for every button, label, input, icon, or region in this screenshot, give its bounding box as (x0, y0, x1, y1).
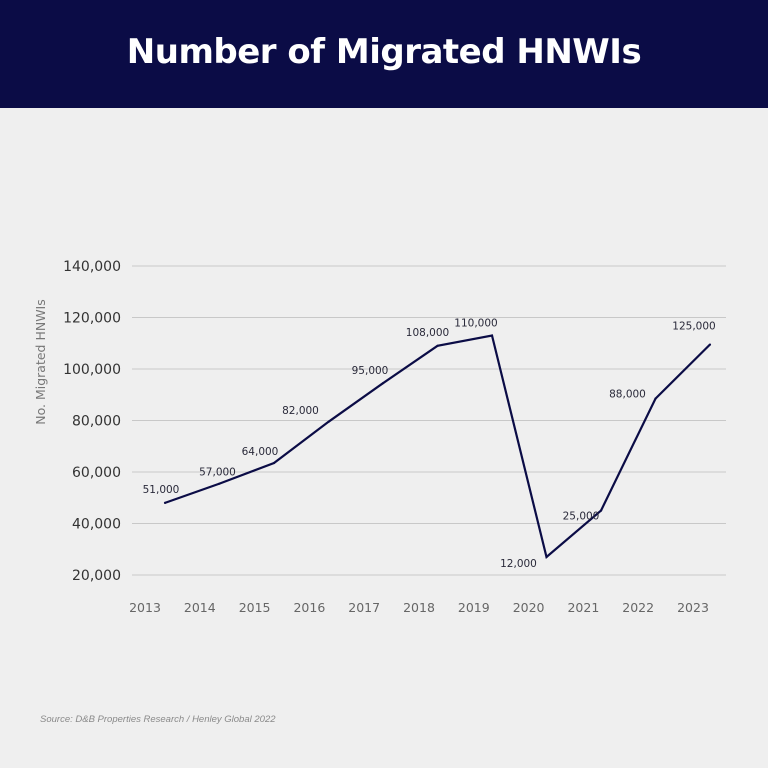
x-tick-label: 2018 (403, 600, 435, 615)
y-tick-label: 60,000 (72, 465, 121, 481)
x-tick-label: 2014 (184, 600, 216, 615)
data-label: 82,000 (282, 405, 319, 417)
data-point (163, 501, 167, 504)
data-point (272, 461, 276, 465)
x-tick-label: 2020 (513, 600, 545, 615)
header-banner: Number of Migrated HNWIs (0, 0, 768, 108)
data-point (599, 509, 603, 512)
x-tick-label: 2016 (293, 600, 325, 615)
chart-title: Number of Migrated HNWIs (126, 32, 642, 72)
x-tick-label: 2013 (129, 600, 161, 615)
data-label: 108,000 (406, 327, 449, 339)
x-tick-label: 2022 (622, 600, 654, 615)
data-point (381, 382, 385, 385)
y-tick-label: 80,000 (72, 414, 121, 430)
y-tick-label: 120,000 (63, 311, 121, 327)
y-tick-label: 100,000 (63, 362, 121, 378)
y-tick-label: 20,000 (72, 568, 121, 584)
data-point (545, 555, 548, 559)
data-label: 12,000 (500, 558, 537, 570)
x-tick-label: 2015 (239, 600, 271, 615)
x-tick-label: 2021 (567, 600, 599, 615)
data-point (436, 344, 439, 347)
data-point (327, 420, 330, 423)
data-label: 51,000 (143, 484, 180, 496)
data-label: 25,000 (563, 511, 600, 523)
x-tick-label: 2023 (677, 600, 709, 615)
source-note: Source: D&B Properties Research / Henley… (40, 714, 276, 725)
data-point (708, 343, 712, 346)
data-point (490, 334, 494, 337)
y-tick-label: 140,000 (63, 259, 121, 275)
data-label: 64,000 (242, 446, 279, 458)
y-axis-label: No. Migrated HNWIs (33, 299, 48, 425)
y-tick-label: 40,000 (72, 517, 121, 533)
data-label: 95,000 (352, 365, 389, 377)
data-label: 88,000 (609, 389, 646, 401)
data-label: 110,000 (454, 318, 497, 330)
data-point (218, 482, 221, 485)
data-label: 57,000 (199, 467, 236, 479)
data-point (654, 397, 657, 400)
x-tick-label: 2019 (458, 600, 490, 615)
x-tick-label: 2017 (348, 600, 380, 615)
data-label: 125,000 (672, 321, 715, 333)
